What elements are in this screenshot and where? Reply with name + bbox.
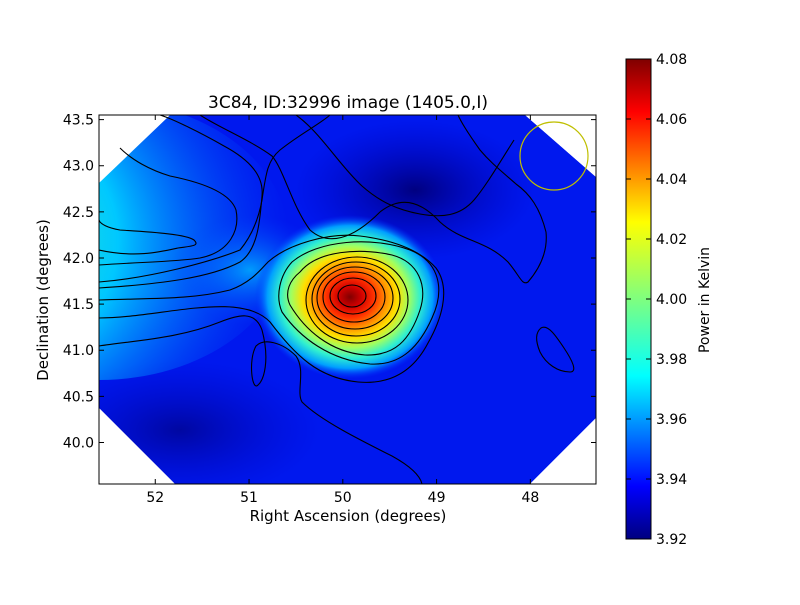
contour-line: [287, 250, 424, 356]
chart-title: 3C84, ID:32996 image (1405.0,I): [208, 93, 488, 113]
y-tick-label: 41.5: [63, 297, 94, 313]
contour-line: [295, 115, 515, 217]
x-axis-ticks: 52 51 50 49 48: [146, 115, 539, 506]
contour-line: [536, 326, 575, 373]
dark-patch-bottom: [99, 360, 320, 484]
y-tick-label: 42.5: [63, 205, 94, 221]
corner-bottom-right: [530, 418, 596, 484]
colorbar-tick-label: 4.00: [656, 292, 687, 308]
x-axis-label: Right Ascension (degrees): [250, 507, 447, 525]
colorbar-tick-label: 4.04: [656, 172, 687, 188]
y-tick-label: 43.5: [63, 113, 94, 129]
contour-line: [99, 315, 423, 484]
colorbar-label: Power in Kelvin: [697, 247, 713, 353]
colorbar-ticks: 3.92 3.94 3.96 3.98 4.00 4.02 4.04 4.06 4.08: [626, 52, 687, 548]
x-tick-label: 49: [428, 490, 446, 506]
contour-line: [99, 234, 445, 383]
contour-line: [99, 219, 197, 255]
colorbar-tick-label: 4.02: [656, 232, 687, 248]
colorbar: 3.92 3.94 3.96 3.98 4.00 4.02 4.04 4.06 4.08 Pow…: [625, 52, 713, 548]
plot-frame: [98, 114, 597, 485]
contour-line: [311, 261, 401, 337]
y-axis-ticks: 40.0 40.5 41.0 41.5 42.0 42.5 43.0 43.5: [63, 113, 596, 451]
contour-line: [199, 115, 547, 284]
contour-line: [278, 241, 440, 365]
y-tick-label: 40.5: [63, 389, 94, 405]
contour-line: [99, 147, 238, 266]
x-tick-label: 52: [146, 490, 164, 506]
contour-line: [337, 284, 367, 308]
contour-line: [305, 256, 409, 344]
x-tick-label: 48: [521, 490, 539, 506]
contour-line: [316, 266, 394, 330]
colorbar-tick-label: 3.96: [656, 412, 687, 428]
y-tick-label: 40.0: [63, 435, 94, 451]
corner-top-right: [525, 115, 596, 177]
x-tick-label: 50: [334, 490, 352, 506]
y-axis-label: Declination (degrees): [34, 219, 52, 381]
corner-top-left: [99, 115, 170, 183]
colorbar-tick-label: 4.08: [656, 52, 687, 68]
colorbar-tick-label: 3.98: [656, 352, 687, 368]
contour-line: [99, 115, 331, 283]
main-peak: [255, 215, 445, 379]
y-tick-label: 43.0: [63, 159, 94, 175]
corner-bottom-left: [99, 408, 175, 484]
y-tick-label: 41.0: [63, 343, 94, 359]
heatmap-image: [99, 115, 596, 484]
contour-line: [329, 277, 377, 315]
colorbar-tick-label: 3.92: [656, 532, 687, 548]
beam-circle: [519, 121, 589, 191]
colorbar-tick-label: 3.94: [656, 472, 687, 488]
y-tick-label: 42.0: [63, 251, 94, 267]
contours: [99, 115, 575, 484]
colorbar-tick-label: 4.06: [656, 112, 687, 128]
x-tick-label: 51: [240, 490, 258, 506]
contour-line: [322, 271, 386, 323]
